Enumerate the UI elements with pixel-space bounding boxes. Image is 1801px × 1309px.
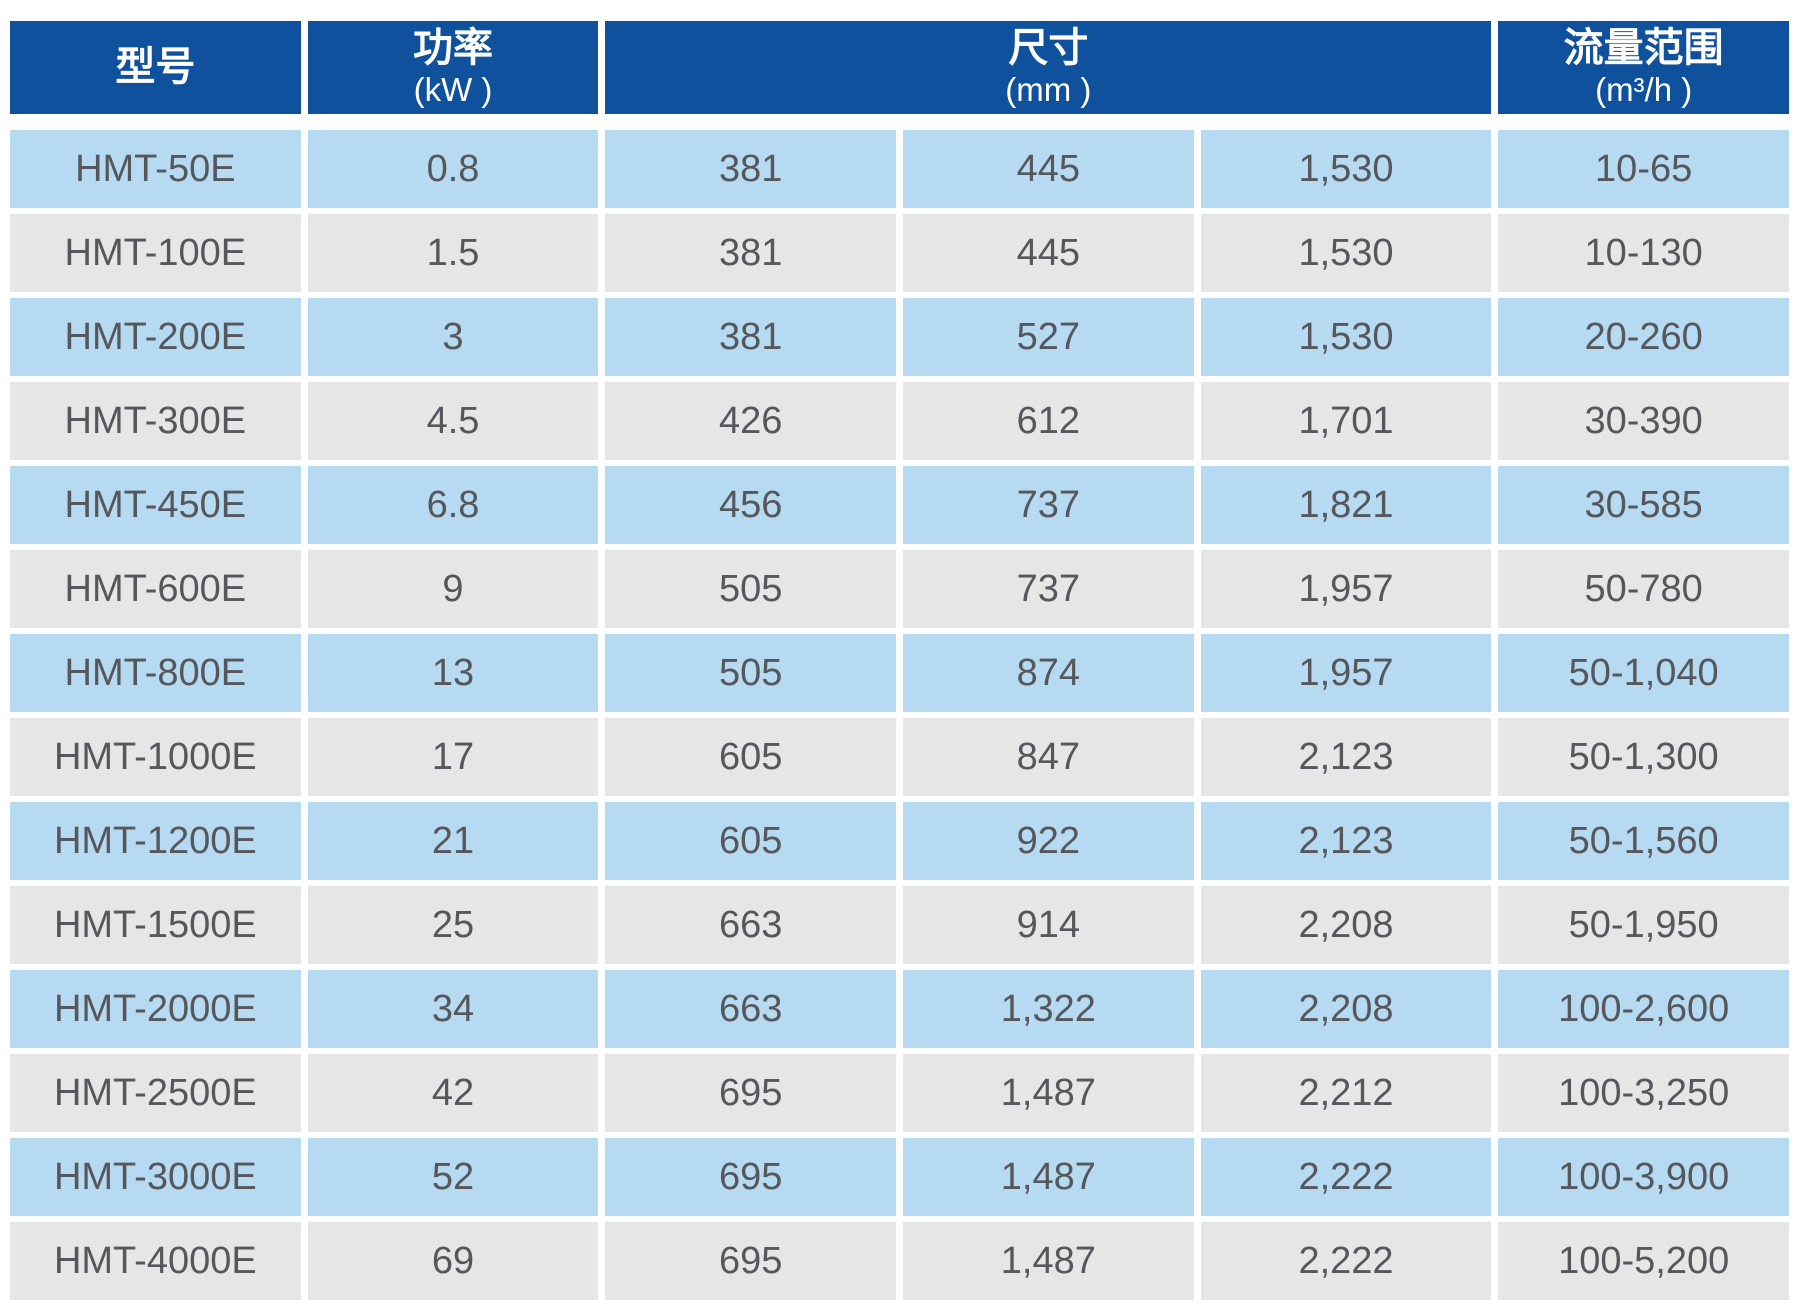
header-dimensions-title: 尺寸: [1008, 25, 1089, 70]
header-power-title: 功率: [412, 25, 493, 70]
value-cell: 381: [605, 214, 896, 292]
model-cell: HMT-2000E: [10, 970, 301, 1048]
value-cell: 69: [307, 1222, 599, 1300]
value-cell: 426: [605, 382, 896, 460]
value-cell: 30-585: [1498, 466, 1789, 544]
value-cell: 100-3,900: [1498, 1138, 1789, 1216]
value-cell: 10-65: [1498, 130, 1789, 208]
value-cell: 50-780: [1498, 550, 1789, 628]
value-cell: 1,957: [1200, 634, 1492, 712]
header-dimensions-unit: (mm ): [1005, 71, 1092, 109]
value-cell: 100-2,600: [1498, 970, 1789, 1048]
header-flow-title: 流量范围: [1563, 25, 1724, 70]
value-cell: 663: [605, 886, 896, 964]
model-cell: HMT-100E: [10, 214, 301, 292]
value-cell: 2,208: [1200, 886, 1492, 964]
model-cell: HMT-4000E: [10, 1222, 301, 1300]
header-model-title: 型号: [115, 45, 196, 90]
value-cell: 737: [902, 466, 1194, 544]
model-cell: HMT-1200E: [10, 802, 301, 880]
value-cell: 922: [902, 802, 1194, 880]
model-cell: HMT-1500E: [10, 886, 301, 964]
model-cell: HMT-450E: [10, 466, 301, 544]
value-cell: 0.8: [307, 130, 599, 208]
value-cell: 50-1,950: [1498, 886, 1789, 964]
value-cell: 456: [605, 466, 896, 544]
value-cell: 17: [307, 718, 599, 796]
value-cell: 847: [902, 718, 1194, 796]
value-cell: 1,487: [902, 1054, 1194, 1132]
value-cell: 10-130: [1498, 214, 1789, 292]
value-cell: 1,530: [1200, 130, 1492, 208]
value-cell: 505: [605, 550, 896, 628]
value-cell: 9: [307, 550, 599, 628]
value-cell: 874: [902, 634, 1194, 712]
value-cell: 914: [902, 886, 1194, 964]
value-cell: 663: [605, 970, 896, 1048]
model-cell: HMT-50E: [10, 130, 301, 208]
value-cell: 1,487: [902, 1222, 1194, 1300]
value-cell: 2,222: [1200, 1222, 1492, 1300]
header-flow-unit: (m³/h ): [1595, 71, 1693, 109]
model-cell: HMT-300E: [10, 382, 301, 460]
value-cell: 2,123: [1200, 718, 1492, 796]
value-cell: 445: [902, 130, 1194, 208]
value-cell: 30-390: [1498, 382, 1789, 460]
value-cell: 52: [307, 1138, 599, 1216]
value-cell: 612: [902, 382, 1194, 460]
value-cell: 445: [902, 214, 1194, 292]
value-cell: 100-5,200: [1498, 1222, 1789, 1300]
value-cell: 1,821: [1200, 466, 1492, 544]
value-cell: 21: [307, 802, 599, 880]
product-spec-table: 型号 功率 (kW ) 尺寸 (mm ) 流量范围 (m³/h ) HMT-50…: [10, 21, 1789, 1300]
value-cell: 505: [605, 634, 896, 712]
value-cell: 34: [307, 970, 599, 1048]
model-cell: HMT-200E: [10, 298, 301, 376]
value-cell: 2,222: [1200, 1138, 1492, 1216]
value-cell: 381: [605, 298, 896, 376]
value-cell: 50-1,560: [1498, 802, 1789, 880]
value-cell: 2,208: [1200, 970, 1492, 1048]
value-cell: 605: [605, 802, 896, 880]
value-cell: 737: [902, 550, 1194, 628]
model-cell: HMT-1000E: [10, 718, 301, 796]
value-cell: 381: [605, 130, 896, 208]
header-dimensions: 尺寸 (mm ): [605, 21, 1492, 114]
header-power: 功率 (kW ): [307, 21, 599, 114]
value-cell: 1,701: [1200, 382, 1492, 460]
value-cell: 50-1,040: [1498, 634, 1789, 712]
model-cell: HMT-3000E: [10, 1138, 301, 1216]
value-cell: 695: [605, 1054, 896, 1132]
header-power-unit: (kW ): [413, 71, 493, 109]
value-cell: 1,322: [902, 970, 1194, 1048]
value-cell: 50-1,300: [1498, 718, 1789, 796]
value-cell: 3: [307, 298, 599, 376]
value-cell: 695: [605, 1138, 896, 1216]
value-cell: 2,212: [1200, 1054, 1492, 1132]
value-cell: 1,530: [1200, 298, 1492, 376]
value-cell: 1,957: [1200, 550, 1492, 628]
model-cell: HMT-800E: [10, 634, 301, 712]
model-cell: HMT-2500E: [10, 1054, 301, 1132]
model-cell: HMT-600E: [10, 550, 301, 628]
value-cell: 100-3,250: [1498, 1054, 1789, 1132]
value-cell: 4.5: [307, 382, 599, 460]
value-cell: 695: [605, 1222, 896, 1300]
value-cell: 1.5: [307, 214, 599, 292]
header-model: 型号: [10, 21, 301, 114]
header-flow: 流量范围 (m³/h ): [1498, 21, 1789, 114]
value-cell: 42: [307, 1054, 599, 1132]
value-cell: 25: [307, 886, 599, 964]
value-cell: 6.8: [307, 466, 599, 544]
value-cell: 527: [902, 298, 1194, 376]
value-cell: 605: [605, 718, 896, 796]
value-cell: 13: [307, 634, 599, 712]
value-cell: 2,123: [1200, 802, 1492, 880]
value-cell: 1,487: [902, 1138, 1194, 1216]
value-cell: 20-260: [1498, 298, 1789, 376]
value-cell: 1,530: [1200, 214, 1492, 292]
